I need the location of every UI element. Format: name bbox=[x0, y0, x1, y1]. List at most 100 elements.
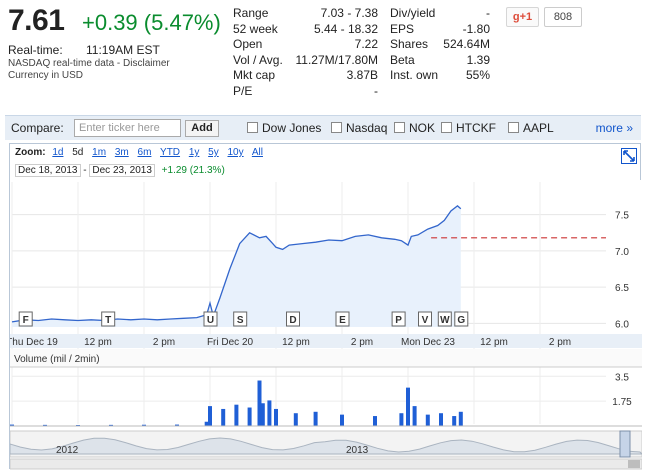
event-flag: W bbox=[437, 311, 452, 327]
volume-bar bbox=[10, 424, 14, 426]
navigator-label: 2012 bbox=[56, 445, 79, 456]
volume-bar bbox=[247, 407, 252, 426]
stat-label: Open bbox=[233, 37, 263, 51]
compare-more-link[interactable]: more » bbox=[595, 121, 633, 135]
event-flag-box bbox=[233, 311, 248, 327]
fullscreen-icon[interactable] bbox=[621, 148, 637, 164]
stat-value: 1.39 bbox=[466, 52, 490, 67]
zoom-10y[interactable]: 10y bbox=[227, 147, 244, 158]
expand-icon[interactable] bbox=[621, 148, 637, 164]
scrollbar bbox=[10, 458, 642, 470]
zoom-label: Zoom: bbox=[15, 147, 46, 158]
range-from-input[interactable]: Dec 18, 2013 bbox=[15, 164, 81, 177]
price-chart[interactable]: 6.0 6.5 7.0 7.5 F T U S D E P V W G Thu Dec 19 12 pm 2 p… bbox=[10, 144, 642, 470]
stat-label: Vol / Avg. bbox=[233, 52, 283, 67]
x-axis-band bbox=[10, 334, 642, 348]
data-disclaimer[interactable]: NASDAQ real-time data - Disclaimer bbox=[8, 58, 170, 69]
volume-bar bbox=[406, 387, 410, 426]
volume-bar bbox=[274, 408, 278, 426]
volume-bar bbox=[399, 413, 404, 426]
zoom-3m[interactable]: 3m bbox=[114, 147, 129, 158]
event-flag-label: F bbox=[23, 315, 29, 326]
compare-checkbox-nasdaq[interactable]: Nasdaq bbox=[331, 121, 387, 135]
checkbox-label: AAPL bbox=[523, 121, 554, 135]
checkbox-icon[interactable] bbox=[394, 122, 405, 133]
stats-left: Range 7.03 - 7.38 52 week 5.44 - 18.32 Ope… bbox=[233, 6, 378, 99]
volume-bar bbox=[293, 413, 298, 426]
stat-row: EPS -1.80 bbox=[390, 22, 490, 38]
range-to-input[interactable]: Dec 23, 2013 bbox=[89, 164, 155, 177]
price-change: +0.39 (5.47%) bbox=[82, 10, 221, 35]
event-flag-label: V bbox=[422, 315, 429, 326]
event-flag: U bbox=[203, 311, 218, 327]
event-flag-label: T bbox=[105, 315, 111, 326]
volume-bar bbox=[257, 380, 262, 426]
volume-bar bbox=[412, 406, 417, 426]
event-flag-label: P bbox=[395, 315, 402, 326]
stat-row: 52 week 5.44 - 18.32 bbox=[233, 22, 378, 38]
event-flag: G bbox=[454, 311, 469, 327]
event-flag-box bbox=[454, 311, 469, 327]
stat-row: Shares 524.64M bbox=[390, 37, 490, 53]
compare-checkbox-htckf[interactable]: HTCKF bbox=[441, 121, 496, 135]
volume-bar bbox=[221, 408, 226, 426]
checkbox-icon[interactable] bbox=[441, 122, 452, 133]
stat-value: 3.87B bbox=[346, 68, 378, 82]
event-flag: P bbox=[391, 311, 406, 327]
stat-value: 5.44 - 18.32 bbox=[313, 21, 378, 36]
date-range: Dec 18, 2013 - Dec 23, 2013 +1.29 (21.3%… bbox=[15, 164, 225, 177]
event-flag: E bbox=[335, 311, 350, 327]
stat-row: Open 7.22 bbox=[233, 37, 378, 53]
event-flag: F bbox=[18, 311, 33, 327]
volume-bar bbox=[373, 416, 377, 426]
y-tick-label: 6.0 bbox=[615, 319, 629, 330]
event-flag: V bbox=[418, 311, 432, 327]
event-flag-box bbox=[203, 311, 218, 327]
compare-checkbox-nok[interactable]: NOK bbox=[394, 121, 435, 135]
compare-checkbox-dow-jones[interactable]: Dow Jones bbox=[247, 121, 321, 135]
navigator-sparkline bbox=[10, 437, 642, 455]
y-tick-label: 7.0 bbox=[615, 247, 629, 258]
volume-bar bbox=[267, 400, 272, 426]
volume-bar bbox=[43, 424, 47, 426]
zoom-bar: Zoom: 1d 5d 1m 3m 6m YTD 1y 5y 10y All bbox=[15, 147, 269, 158]
volume-bar bbox=[109, 424, 113, 426]
volume-bar bbox=[452, 416, 457, 426]
x-tick-label: 2 pm bbox=[351, 337, 373, 348]
zoom-ytd[interactable]: YTD bbox=[160, 147, 181, 158]
currency-note: Currency in USD bbox=[8, 70, 84, 81]
volume-bar bbox=[425, 414, 430, 426]
zoom-1m[interactable]: 1m bbox=[92, 147, 107, 158]
x-tick-label: 2 pm bbox=[549, 337, 571, 348]
stat-row: Div/yield - bbox=[390, 6, 490, 22]
volume-header bbox=[10, 349, 642, 367]
stat-row: Mkt cap 3.87B bbox=[233, 68, 378, 84]
x-tick-label: 12 pm bbox=[282, 337, 310, 348]
stat-value: 7.03 - 7.38 bbox=[320, 6, 378, 20]
checkbox-icon[interactable] bbox=[247, 122, 258, 133]
event-flag: D bbox=[286, 311, 300, 327]
stat-label: Mkt cap bbox=[233, 68, 276, 82]
last-price: 7.61 bbox=[8, 4, 65, 37]
stat-label: Div/yield bbox=[390, 6, 436, 20]
volume-label: Volume (mil / 2min) bbox=[14, 354, 100, 365]
event-flag-box bbox=[101, 311, 116, 327]
compare-checkbox-aapl[interactable]: AAPL bbox=[508, 121, 554, 135]
google-plus-one-button[interactable]: g+1 bbox=[506, 7, 539, 27]
zoom-1y[interactable]: 1y bbox=[188, 147, 200, 158]
compare-ticker-input[interactable] bbox=[74, 119, 181, 137]
compare-add-button[interactable]: Add bbox=[185, 120, 219, 137]
zoom-5d[interactable]: 5d bbox=[72, 147, 84, 158]
zoom-all[interactable]: All bbox=[251, 147, 263, 158]
volume-bar bbox=[175, 424, 179, 426]
zoom-1d[interactable]: 1d bbox=[52, 147, 64, 158]
volume-bar bbox=[313, 411, 318, 426]
realtime-time: 11:19AM EST bbox=[86, 43, 160, 57]
zoom-5y[interactable]: 5y bbox=[208, 147, 219, 158]
x-tick-label: Mon Dec 23 bbox=[401, 337, 455, 348]
compare-bar: Compare: Add Dow Jones Nasdaq NOK HTCKF … bbox=[5, 115, 641, 140]
checkbox-icon[interactable] bbox=[508, 122, 519, 133]
zoom-6m[interactable]: 6m bbox=[137, 147, 152, 158]
volume-tick-label: 1.75 bbox=[612, 397, 632, 408]
checkbox-icon[interactable] bbox=[331, 122, 342, 133]
